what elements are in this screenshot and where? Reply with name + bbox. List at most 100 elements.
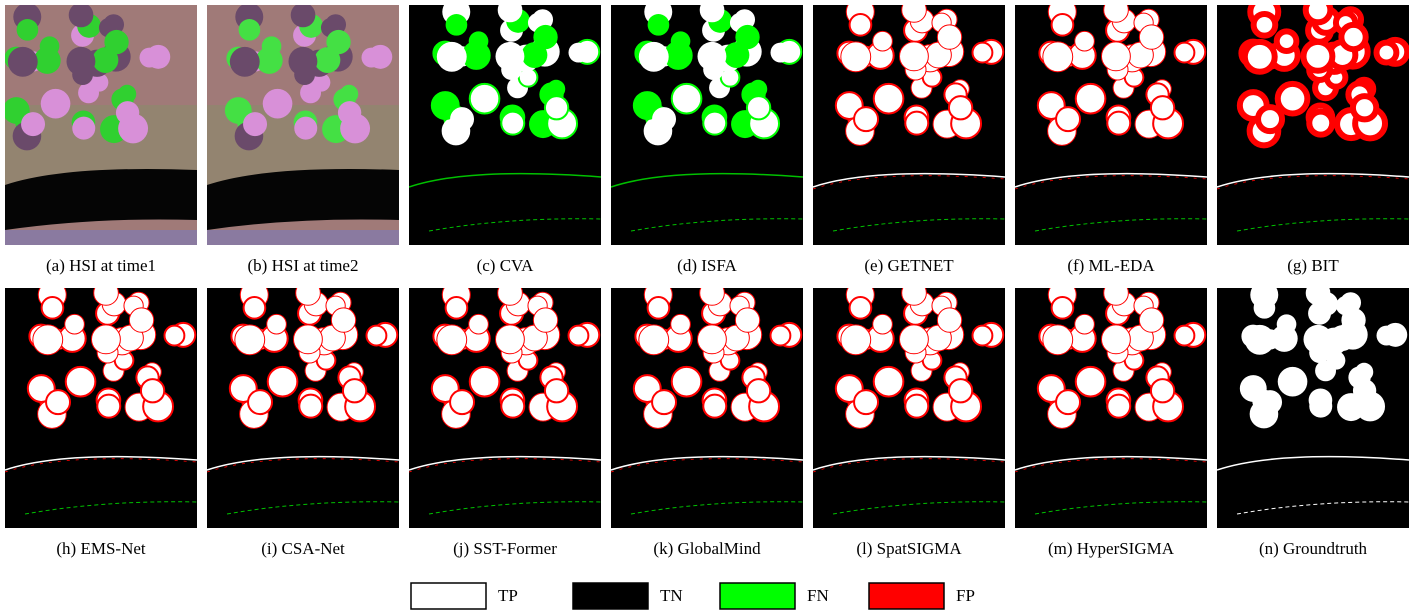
field [247,389,274,416]
field [699,288,725,306]
field [853,389,880,416]
field [723,42,750,68]
panel [207,288,399,528]
field [294,116,318,140]
field [89,73,109,92]
field [840,41,872,73]
panel-image [813,5,1005,245]
field [646,295,671,320]
panel [813,5,1005,245]
field [337,101,362,125]
caption: (i) CSA-Net [261,539,345,558]
field [699,5,725,23]
panel-image [409,5,601,245]
river-edge [1217,455,1409,471]
legend-label: TN [660,586,683,605]
field [735,24,760,50]
field [21,112,46,137]
field [361,47,382,68]
panel [409,288,601,528]
field [64,313,85,335]
panel-image [611,288,803,528]
field [1250,10,1279,39]
river-edge-fp [1015,458,1207,473]
field [468,82,501,115]
field [288,46,318,76]
panel [409,5,601,245]
field [1300,38,1336,74]
field [234,324,266,356]
field [1303,324,1333,354]
caption: (j) SST-Former [453,539,557,558]
field [365,324,388,347]
field [92,47,119,73]
caption: (f) ML-EDA [1067,256,1155,275]
panel [1015,288,1207,528]
field [163,324,186,347]
field [450,107,475,132]
field [90,324,121,355]
field [93,288,119,306]
field [1352,379,1377,403]
field [901,288,927,306]
field [1106,393,1132,419]
caption: (m) HyperSIGMA [1048,539,1175,558]
legend-label: TP [498,586,518,605]
panel-image [409,288,601,528]
field [1309,394,1333,418]
field [543,95,570,121]
panel [611,5,803,245]
caption: (h) EMS-Net [56,539,146,558]
field [1326,351,1346,370]
legend-swatch [410,582,487,610]
field [568,42,589,63]
river-edge [409,455,601,471]
field [947,95,974,121]
river-edge [813,455,1005,471]
panel [1217,5,1409,245]
river-edge [611,455,803,471]
panel-image [1217,288,1409,528]
panel-image [1015,5,1207,245]
field [702,393,728,419]
river-edge [1015,455,1207,471]
caption: (k) GlobalMind [653,539,761,558]
field [242,295,267,320]
caption: (e) GETNET [864,256,954,275]
river [207,169,399,230]
field [632,91,662,120]
river-edge-fp [409,458,601,473]
field [468,31,489,52]
field [947,378,974,404]
river [5,169,197,230]
field [898,41,929,72]
legend-label: FP [956,586,975,605]
panel-image [207,288,399,528]
field [1373,39,1400,66]
field [262,88,293,119]
caption: (l) SpatSIGMA [856,539,962,558]
river-edge-fp [207,458,399,473]
field [436,41,467,72]
panel [5,5,197,245]
field [872,82,905,115]
panel-image [5,5,197,245]
field [770,42,791,63]
panel-image [611,5,803,245]
river-edge-fp [1217,175,1409,190]
field [533,24,558,50]
river-edge [5,455,197,471]
caption: (c) CVA [477,256,535,275]
field [697,41,727,71]
field [971,41,994,64]
field [1055,106,1082,133]
field [1258,390,1283,415]
river-edge-fp [1015,175,1207,190]
field [872,313,893,335]
field [1138,24,1165,50]
panel [611,288,803,528]
panel-image [1015,288,1207,528]
field [670,31,691,52]
field [1253,296,1276,319]
